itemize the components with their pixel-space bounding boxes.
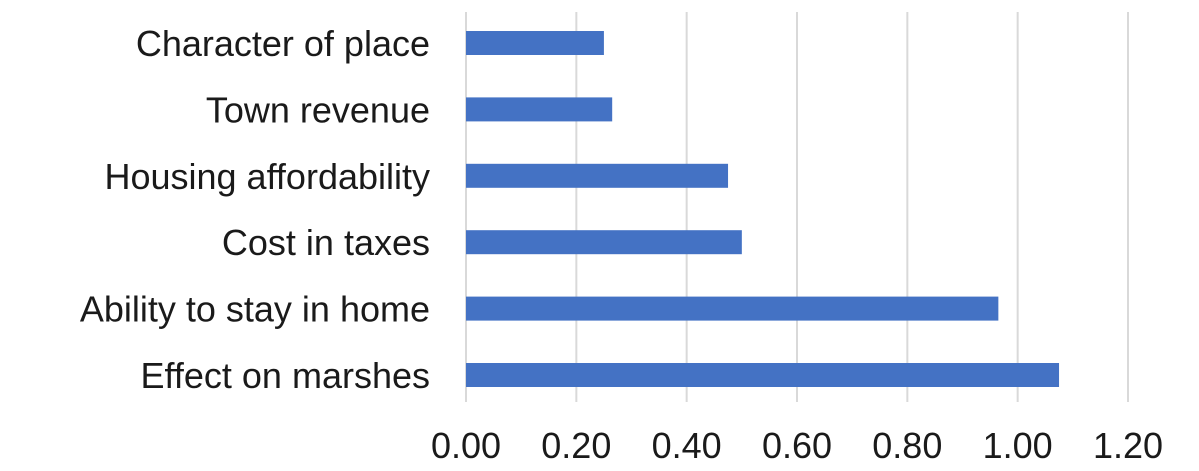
bar [466,230,742,255]
x-tick-labels: 0.00 0.20 0.40 0.60 0.80 1.00 1.20 [431,425,1163,466]
bar [466,363,1060,387]
category-label: Character of place [136,23,430,64]
x-tick-label: 0.60 [762,425,832,466]
bar [466,31,604,55]
x-tick-label: 1.00 [983,425,1053,466]
category-label: Ability to stay in home [80,289,430,330]
gridlines [465,12,1129,402]
x-tick-label: 0.20 [541,425,611,466]
bars [466,31,1060,387]
x-tick-label: 0.80 [872,425,942,466]
category-label: Housing affordability [104,156,430,197]
category-label: Cost in taxes [222,222,430,263]
category-label: Effect on marshes [141,355,430,396]
bar [466,296,999,321]
category-labels: Character of place Town revenue Housing af… [80,23,430,396]
x-tick-label: 0.40 [652,425,722,466]
bar [466,97,613,122]
category-label: Town revenue [206,89,430,130]
bar [466,163,729,188]
x-tick-label: 0.00 [431,425,501,466]
x-tick-label: 1.20 [1093,425,1163,466]
